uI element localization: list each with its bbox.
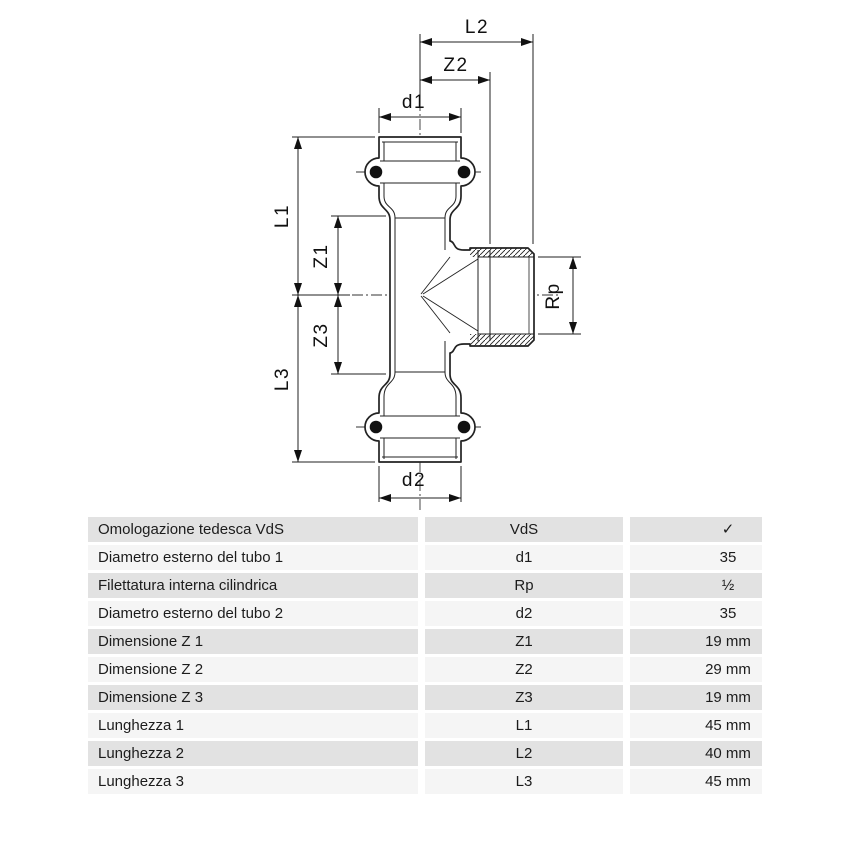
- dimension-arrowheads: [294, 38, 577, 502]
- row-symbol: Z2: [425, 657, 623, 682]
- row-symbol: Z1: [425, 629, 623, 654]
- row-value: 35: [630, 545, 762, 570]
- row-value: 35: [630, 601, 762, 626]
- row-symbol: Rp: [425, 573, 623, 598]
- row-label: Dimensione Z 2: [88, 657, 418, 682]
- row-symbol: L2: [425, 741, 623, 766]
- row-value: 29 mm: [630, 657, 762, 682]
- socket-hatch-bottom: [470, 334, 534, 346]
- row-value: ✓: [630, 517, 762, 542]
- row-value: 40 mm: [630, 741, 762, 766]
- row-symbol: d2: [425, 601, 623, 626]
- row-label: Dimensione Z 3: [88, 685, 418, 710]
- row-label: Lunghezza 1: [88, 713, 418, 738]
- row-value: ½: [630, 573, 762, 598]
- row-label: Diametro esterno del tubo 1: [88, 545, 418, 570]
- row-symbol: Z3: [425, 685, 623, 710]
- dim-label-l3: L3: [272, 367, 293, 391]
- dim-label-z1: Z1: [311, 243, 332, 268]
- row-symbol: L3: [425, 769, 623, 794]
- row-value: 19 mm: [630, 629, 762, 654]
- dim-label-l2: L2: [465, 17, 489, 38]
- row-label: Omologazione tedesca VdS: [88, 517, 418, 542]
- row-value: 19 mm: [630, 685, 762, 710]
- dim-label-rp: Rp: [543, 282, 564, 309]
- dim-label-d1: d1: [402, 92, 426, 113]
- row-label: Diametro esterno del tubo 2: [88, 601, 418, 626]
- o-ring-dots: [369, 165, 471, 434]
- fitting-body: [364, 136, 535, 463]
- row-value: 45 mm: [630, 713, 762, 738]
- row-label: Lunghezza 3: [88, 769, 418, 794]
- socket-hatch-top: [470, 248, 534, 257]
- row-label: Dimensione Z 1: [88, 629, 418, 654]
- row-symbol: d1: [425, 545, 623, 570]
- row-label: Lunghezza 2: [88, 741, 418, 766]
- dim-label-z2: Z2: [443, 55, 468, 76]
- row-label: Filettatura interna cilindrica: [88, 573, 418, 598]
- row-symbol: L1: [425, 713, 623, 738]
- dim-label-l1: L1: [272, 204, 293, 228]
- row-symbol: VdS: [425, 517, 623, 542]
- spec-table: Omologazione tedesca VdS VdS ✓ Diametro …: [88, 517, 762, 794]
- row-value: 45 mm: [630, 769, 762, 794]
- bore-funnel-lines: [420, 256, 479, 334]
- dim-label-d2: d2: [402, 470, 426, 491]
- dim-label-z3: Z3: [311, 322, 332, 347]
